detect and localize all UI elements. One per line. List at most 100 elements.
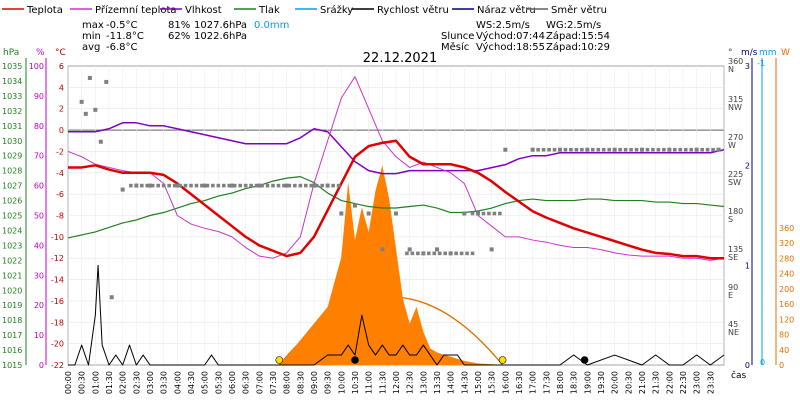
time-tick-label: 18:00	[556, 371, 565, 394]
wind-dir-point	[623, 147, 628, 152]
wind-dir-point	[336, 183, 341, 188]
wind-tick-label: 2	[745, 162, 750, 171]
wind-dir-point	[200, 183, 204, 188]
temp-tick-label: -4	[56, 169, 64, 178]
dir-tick-label: N	[728, 65, 734, 74]
wind-dir-point	[563, 147, 568, 152]
wind-dir-point	[612, 147, 617, 152]
wind-dir-point	[172, 183, 177, 188]
wind-dir-point	[257, 183, 262, 188]
stats-mesic: Měsíc	[441, 41, 469, 53]
wind-dir-point	[87, 75, 92, 80]
press-tick-label: 1025	[2, 212, 22, 221]
press-tick-label: 1022	[2, 256, 22, 265]
temp-tick-label: -2	[56, 147, 64, 156]
wind-dir-point	[339, 211, 344, 216]
press-tick-label: 1020	[2, 286, 22, 295]
wind-dir-point	[309, 183, 314, 188]
rain-tick-label: -1	[757, 59, 765, 68]
wind-dir-point	[667, 147, 672, 152]
unit-deg: °	[728, 48, 733, 58]
time-tick-label: 17:00	[529, 371, 538, 394]
dir-tick-label: 225	[728, 170, 743, 179]
hum-tick-label: 60	[34, 182, 44, 191]
wind-dir-point	[462, 211, 467, 216]
series-rychlost-vetru	[68, 264, 725, 366]
wind-dir-point	[662, 147, 666, 152]
wind-dir-point	[601, 147, 606, 152]
wind-dir-point	[148, 183, 152, 188]
stats-min-temp: -11.8°C	[106, 31, 144, 42]
wind-dir-point	[689, 147, 693, 152]
unit-mm: mm	[759, 48, 777, 58]
dir-tick-label: S	[728, 215, 733, 224]
series-prizemni-teplota	[67, 76, 725, 261]
time-tick-label: 11:30	[378, 371, 387, 394]
dir-tick-label: 180	[728, 207, 743, 216]
hum-tick-label: 90	[34, 92, 44, 101]
temp-tick-label: 0	[59, 126, 64, 135]
stats-max-temp: -0.5°C	[106, 20, 138, 31]
wind-dir-point	[541, 147, 546, 152]
press-tick-label: 1016	[2, 346, 22, 355]
wind-dir-point	[476, 211, 480, 216]
time-tick-label: 03:00	[146, 371, 155, 394]
solar-tick-label: 40	[779, 346, 789, 355]
wind-dir-point	[651, 147, 655, 152]
time-tick-label: 20:00	[611, 371, 620, 394]
wind-dir-point	[470, 211, 475, 216]
wind-dir-point	[405, 251, 409, 256]
dir-tick-label: E	[728, 291, 733, 300]
temp-tick-label: -18	[51, 318, 64, 327]
time-tick-label: 08:00	[283, 371, 292, 394]
time-tick-label: 21:00	[638, 371, 647, 394]
wind-dir-point	[109, 295, 114, 300]
wind-dir-point	[140, 183, 144, 188]
time-tick-label: 01:00	[91, 371, 100, 394]
time-tick-label: 13:00	[419, 371, 428, 394]
hum-tick-label: 50	[34, 212, 44, 221]
legend-label: Rychlost větru	[377, 4, 449, 16]
wind-dir-point	[93, 107, 98, 112]
time-tick-label: 23:00	[693, 371, 702, 394]
solar-tick-label: 240	[779, 270, 794, 279]
wind-dir-point	[183, 183, 188, 188]
time-tick-label: 21:30	[652, 371, 661, 394]
wind-dir-point	[591, 147, 595, 152]
series-vlhkost	[68, 122, 725, 175]
wind-dir-point	[421, 251, 426, 256]
time-tick-label: 11:00	[365, 371, 374, 394]
press-tick-label: 1026	[2, 197, 22, 206]
wind-dir-point	[120, 187, 125, 192]
hum-tick-label: 30	[34, 271, 44, 280]
wind-dir-point	[189, 183, 193, 188]
press-tick-label: 1019	[2, 301, 22, 310]
stats-sun-set: Západ:15:54	[546, 30, 610, 42]
wind-dir-point	[314, 183, 319, 188]
wind-dir-point	[129, 183, 133, 188]
wind-dir-point	[276, 183, 281, 188]
press-tick-label: 1023	[2, 241, 22, 250]
time-tick-label: 13:30	[433, 371, 442, 394]
wind-dir-point	[104, 79, 109, 84]
wind-dir-point	[150, 183, 155, 188]
press-tick-label: 1034	[2, 77, 22, 86]
dir-tick-label: NE	[728, 328, 739, 337]
wind-tick-label: 3	[745, 62, 750, 71]
hum-tick-label: 20	[34, 301, 44, 310]
time-tick-label: 15:30	[488, 371, 497, 394]
press-tick-label: 1021	[2, 271, 22, 280]
wind-dir-point	[161, 183, 166, 188]
wind-dir-point	[580, 147, 584, 152]
legend-label: Srážky	[320, 4, 353, 16]
dir-tick-label: 90	[728, 283, 738, 292]
stats-moon-set: Západ:10:29	[546, 41, 610, 53]
time-tick-label: 02:30	[132, 371, 141, 394]
solar-tick-label: 80	[779, 331, 789, 340]
wind-dir-point	[656, 147, 661, 152]
time-tick-label: 10:30	[351, 371, 360, 394]
dir-tick-label: 360	[728, 57, 743, 66]
wind-dir-point	[265, 183, 270, 188]
wind-dir-point	[83, 111, 88, 116]
wind-dir-point	[448, 251, 453, 256]
